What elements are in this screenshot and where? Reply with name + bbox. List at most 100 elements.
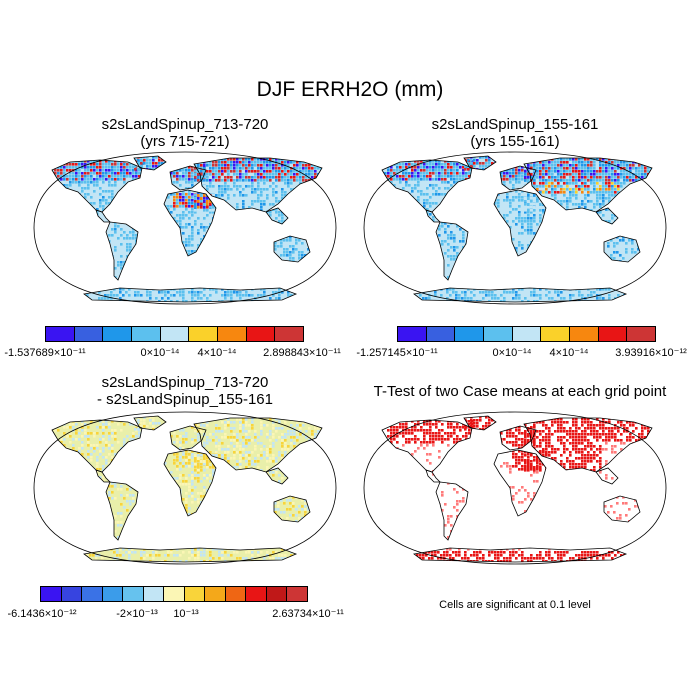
- colorbar-swatch-9: [275, 327, 304, 341]
- panel-3-title-line1: s2sLandSpinup_713-720: [101, 374, 269, 391]
- colorbar-swatch-6: [143, 587, 165, 601]
- colorbar-swatch-9: [627, 327, 656, 341]
- antarctica-coastline: [413, 547, 628, 563]
- australia-coastline: [273, 235, 311, 263]
- colorbar-swatch-13: [287, 587, 307, 601]
- panel-2-colorbar: [397, 326, 656, 342]
- colorbar-swatch-8: [184, 587, 206, 601]
- colorbar-swatch-1: [46, 327, 75, 341]
- colorbar-swatch-8: [598, 327, 628, 341]
- panel-4-title-line1: T-Test of two Case means at each grid po…: [373, 383, 667, 400]
- greenland-coastline: [463, 155, 497, 171]
- europe-coastline: [169, 425, 207, 451]
- north-america-coastline: [381, 419, 473, 473]
- south-america-coastline: [105, 481, 139, 541]
- panel-4-significance-note: Cells are significant at 0.1 level: [439, 599, 591, 611]
- north-america-coastline: [381, 159, 473, 213]
- antarctica-coastline: [413, 287, 628, 303]
- panel-3-colorbar-label-max: 2.63734×10⁻¹¹: [272, 608, 344, 620]
- asia-coastline: [523, 417, 653, 473]
- panel-2-colorbar-label-zero: 0×10⁻¹⁴: [492, 347, 532, 359]
- africa-coastline: [163, 189, 217, 257]
- south-america-coastline: [105, 221, 139, 281]
- panel-2-colorbar-label-min: -1.257145×10⁻¹¹: [356, 347, 438, 359]
- panel-2-title: s2sLandSpinup_155-161 (yrs 155-161): [350, 116, 680, 150]
- europe-coastline: [499, 425, 537, 451]
- panel-2-map: [363, 151, 667, 305]
- colorbar-swatch-5: [123, 587, 144, 601]
- greenland-coastline: [133, 155, 167, 171]
- antarctica-coastline: [83, 547, 298, 563]
- colorbar-swatch-3: [455, 327, 485, 341]
- colorbar-swatch-1: [41, 587, 62, 601]
- panel-4-map: [363, 411, 667, 565]
- africa-coastline: [163, 449, 217, 517]
- colorbar-swatch-8: [246, 327, 276, 341]
- panel-2-title-line2: (yrs 155-161): [470, 133, 560, 150]
- europe-coastline: [499, 165, 537, 191]
- map-border: [363, 151, 667, 305]
- panel-1-colorbar-label-zero: 0×10⁻¹⁴: [140, 347, 180, 359]
- australia-coastline: [603, 495, 641, 523]
- north-america-coastline: [51, 419, 143, 473]
- southeast-asia-coastline: [595, 207, 619, 225]
- colorbar-swatch-6: [189, 327, 219, 341]
- africa-coastline: [493, 449, 547, 517]
- colorbar-swatch-7: [164, 587, 185, 601]
- map-border: [33, 151, 337, 305]
- colorbar-swatch-5: [160, 327, 190, 341]
- colorbar-swatch-7: [570, 327, 599, 341]
- panel-1-colorbar-label-mid: 4×10⁻¹⁴: [197, 347, 237, 359]
- colorbar-swatch-4: [132, 327, 161, 341]
- colorbar-swatch-2: [61, 587, 83, 601]
- colorbar-swatch-12: [266, 587, 288, 601]
- africa-coastline: [493, 189, 547, 257]
- colorbar-swatch-3: [82, 587, 103, 601]
- panel-2-colorbar-label-mid: 4×10⁻¹⁴: [549, 347, 589, 359]
- greenland-coastline: [463, 415, 497, 431]
- australia-coastline: [603, 235, 641, 263]
- colorbar-swatch-5: [512, 327, 542, 341]
- asia-coastline: [193, 157, 323, 213]
- panel-3-title: s2sLandSpinup_713-720 - s2sLandSpinup_15…: [20, 374, 350, 408]
- asia-coastline: [193, 417, 323, 473]
- panel-3-colorbar-label-low: -2×10⁻¹³: [116, 608, 158, 620]
- colorbar-swatch-2: [426, 327, 456, 341]
- panel-3-title-line2: - s2sLandSpinup_155-161: [97, 391, 273, 408]
- panel-2-colorbar-label-max: 3.93916×10⁻¹²: [615, 347, 687, 359]
- south-america-coastline: [435, 221, 469, 281]
- southeast-asia-coastline: [595, 467, 619, 485]
- map-border: [33, 411, 337, 565]
- antarctica-coastline: [83, 287, 298, 303]
- map-border: [363, 411, 667, 565]
- panel-1-colorbar-label-min: -1.537689×10⁻¹¹: [4, 347, 86, 359]
- colorbar-swatch-4: [102, 587, 124, 601]
- south-america-coastline: [435, 481, 469, 541]
- greenland-coastline: [133, 415, 167, 431]
- asia-coastline: [523, 157, 653, 213]
- central-america-coastline: [425, 469, 441, 483]
- europe-coastline: [169, 165, 207, 191]
- colorbar-swatch-6: [541, 327, 571, 341]
- colorbar-swatch-1: [398, 327, 427, 341]
- panel-3-colorbar: [40, 586, 308, 602]
- southeast-asia-coastline: [265, 467, 289, 485]
- colorbar-swatch-7: [218, 327, 247, 341]
- panel-1-map: [33, 151, 337, 305]
- panel-1-colorbar-label-max: 2.898843×10⁻¹¹: [263, 347, 341, 359]
- panel-4-title: T-Test of two Case means at each grid po…: [350, 383, 690, 400]
- panel-3-colorbar-label-high: 10⁻¹³: [173, 608, 199, 620]
- southeast-asia-coastline: [265, 207, 289, 225]
- panel-3-map: [33, 411, 337, 565]
- colorbar-swatch-3: [103, 327, 133, 341]
- north-america-coastline: [51, 159, 143, 213]
- panel-1-title-line1: s2sLandSpinup_713-720: [101, 116, 269, 133]
- panel-1-colorbar: [45, 326, 304, 342]
- colorbar-swatch-2: [74, 327, 104, 341]
- australia-coastline: [273, 495, 311, 523]
- panel-1-title-line2: (yrs 715-721): [140, 133, 230, 150]
- panel-3-colorbar-label-min: -6.1436×10⁻¹²: [7, 608, 77, 620]
- colorbar-swatch-4: [484, 327, 513, 341]
- colorbar-swatch-9: [205, 587, 226, 601]
- panel-1-title: s2sLandSpinup_713-720 (yrs 715-721): [20, 116, 350, 150]
